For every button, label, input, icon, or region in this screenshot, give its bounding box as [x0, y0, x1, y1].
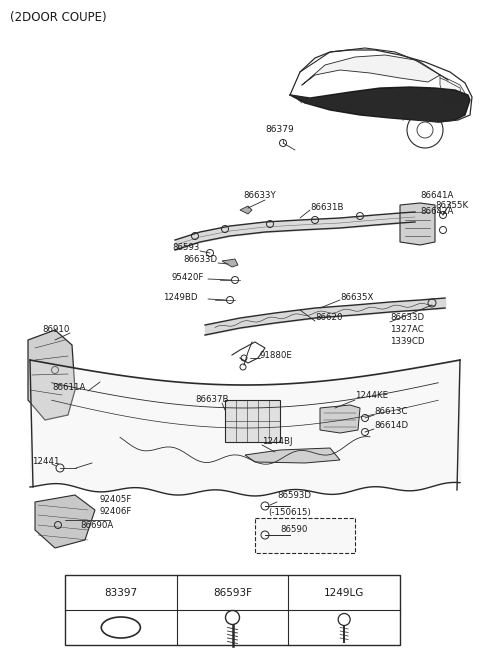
Polygon shape: [28, 330, 75, 420]
Text: 1339CD: 1339CD: [390, 337, 424, 345]
Text: 1244KE: 1244KE: [355, 391, 388, 399]
Polygon shape: [320, 405, 360, 433]
Text: 86910: 86910: [42, 325, 70, 335]
Text: 86593D: 86593D: [277, 490, 311, 500]
Text: 1249BD: 1249BD: [163, 292, 197, 302]
Polygon shape: [440, 75, 468, 105]
Text: 91880E: 91880E: [260, 350, 293, 360]
Text: 92405F: 92405F: [100, 496, 132, 504]
Text: 1327AC: 1327AC: [390, 325, 424, 335]
Polygon shape: [302, 55, 440, 85]
Text: 1244BJ: 1244BJ: [262, 438, 292, 447]
Ellipse shape: [101, 617, 140, 638]
Bar: [65, 575, 400, 645]
Text: 86614D: 86614D: [374, 422, 408, 430]
Text: 86633Y: 86633Y: [243, 191, 276, 201]
Polygon shape: [400, 203, 435, 245]
Text: 86355K: 86355K: [435, 201, 468, 209]
Text: 83397: 83397: [104, 587, 137, 597]
Text: 86611A: 86611A: [52, 383, 85, 393]
Text: 86593: 86593: [172, 244, 199, 253]
Text: 86593F: 86593F: [213, 587, 252, 597]
Text: 86590: 86590: [280, 525, 307, 535]
Text: 86642A: 86642A: [420, 207, 454, 216]
Polygon shape: [245, 448, 340, 463]
Text: 86635X: 86635X: [340, 292, 373, 302]
Text: 86613C: 86613C: [374, 407, 408, 416]
Text: 92406F: 92406F: [100, 506, 132, 515]
Bar: [225, 400, 280, 442]
Text: 86633D: 86633D: [390, 314, 424, 323]
Text: (2DOOR COUPE): (2DOOR COUPE): [10, 11, 107, 24]
Text: 86690A: 86690A: [80, 521, 113, 529]
Text: 86637B: 86637B: [195, 395, 228, 405]
Text: 86641A: 86641A: [420, 191, 454, 201]
Text: 86379: 86379: [265, 125, 294, 135]
Text: 86620: 86620: [315, 314, 343, 323]
Polygon shape: [290, 87, 470, 122]
Text: 1249LG: 1249LG: [324, 587, 364, 597]
Polygon shape: [35, 495, 95, 548]
Bar: [255, 518, 355, 553]
Text: 12441: 12441: [32, 457, 60, 467]
Text: 86633D: 86633D: [183, 255, 217, 265]
Text: 86631B: 86631B: [310, 203, 344, 211]
Polygon shape: [222, 259, 238, 267]
Text: (-150615): (-150615): [268, 508, 311, 517]
Polygon shape: [240, 206, 252, 214]
Text: 95420F: 95420F: [172, 273, 204, 282]
